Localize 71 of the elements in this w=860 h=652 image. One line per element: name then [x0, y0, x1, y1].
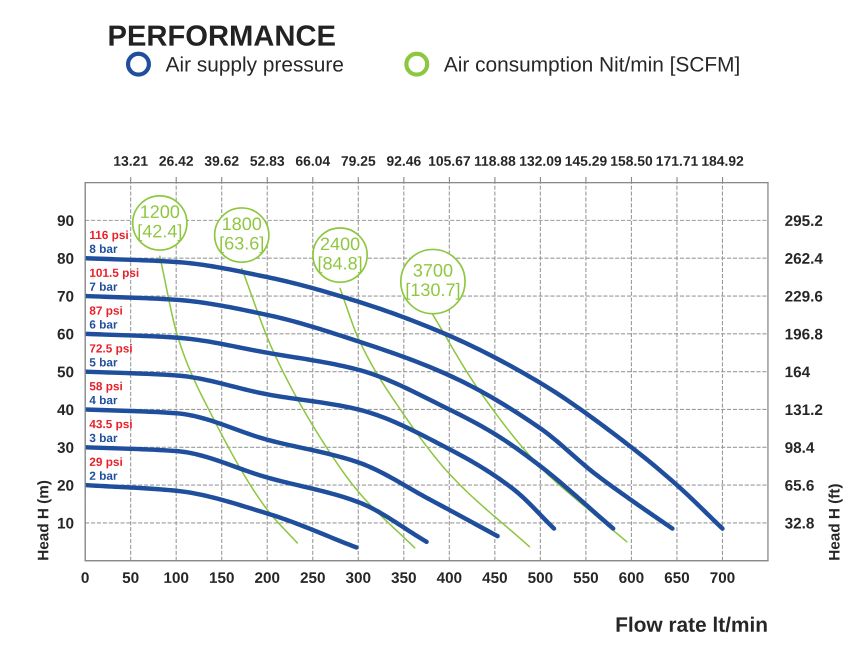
- x-tick-label: 600: [619, 572, 644, 584]
- annotation: 116 psi: [90, 230, 128, 242]
- y-axis-title: Head H (m): [37, 480, 52, 560]
- x-tick-label: 300: [346, 572, 370, 584]
- legend-label: Air consumption Nit/min [SCFM]: [444, 56, 739, 76]
- y-tick-label: 30: [57, 442, 74, 453]
- x2-tick-label: 171.71: [656, 156, 698, 166]
- annotation: 1200 [42.4]: [138, 205, 182, 242]
- y-tick-label: 70: [58, 290, 74, 302]
- x-tick-label: 0: [81, 572, 89, 584]
- x-tick-label: 250: [300, 572, 325, 584]
- annotation: 7 bar: [90, 282, 118, 291]
- chart-title: PERFORMANCE: [109, 25, 335, 46]
- x2-tick-label: 79.25: [342, 156, 376, 166]
- y2-tick-label: 131.2: [786, 404, 822, 416]
- y2-tick-label: 65.6: [785, 480, 814, 491]
- x2-tick-label: 66.04: [296, 156, 330, 166]
- x-tick-label: 700: [710, 572, 735, 584]
- annotation: 2400 [84.8]: [318, 237, 362, 274]
- x-tick-label: 50: [122, 572, 139, 584]
- y-tick-label: 10: [58, 518, 74, 529]
- x2-tick-label: 184.92: [702, 156, 744, 166]
- annotation: 29 psi: [90, 457, 122, 468]
- x2-tick-label: 145.29: [566, 156, 607, 166]
- x-tick-label: 200: [255, 572, 280, 584]
- y2-tick-label: 295.2: [785, 215, 822, 226]
- annotation: 3700 [130.7]: [406, 264, 460, 300]
- annotation: 101.5 psi: [90, 268, 138, 280]
- annotation: 8 bar: [90, 244, 118, 254]
- annotation: 3 bar: [90, 433, 118, 442]
- annotation: 1800 [63.6]: [220, 217, 264, 254]
- y-tick-label: 90: [58, 215, 74, 226]
- x2-tick-label: 39.62: [204, 156, 239, 166]
- annotation: 58 psi: [90, 382, 122, 393]
- annotation: 5 bar: [90, 358, 118, 366]
- x-tick-label: 400: [436, 572, 462, 584]
- x-tick-label: 650: [664, 572, 690, 584]
- y2-tick-label: 164: [786, 366, 810, 378]
- annotation: 87 psi: [90, 306, 122, 318]
- y2-tick-label: 32.8: [785, 518, 814, 529]
- x2-tick-label: 118.88: [474, 156, 516, 166]
- x2-tick-label: 158.50: [611, 156, 652, 166]
- y-tick-label: 60: [58, 328, 74, 340]
- y-tick-label: 50: [58, 366, 74, 378]
- x-tick-label: 550: [574, 572, 598, 584]
- x-tick-label: 450: [482, 572, 507, 584]
- y2-tick-label: 229.6: [785, 290, 822, 302]
- x2-tick-label: 13.21: [114, 156, 148, 166]
- annotation: 72.5 psi: [90, 344, 132, 355]
- x2-tick-label: 26.42: [159, 156, 194, 166]
- y2-axis-title: Head H (ft): [828, 484, 843, 560]
- annotation: 6 bar: [90, 320, 118, 329]
- annotation: 2 bar: [90, 471, 118, 480]
- x2-tick-label: 105.67: [429, 156, 470, 166]
- y-tick-label: 20: [58, 480, 74, 491]
- y2-tick-label: 262.4: [785, 253, 823, 264]
- annotation: 43.5 psi: [89, 420, 132, 431]
- x-tick-label: 100: [164, 572, 188, 584]
- x-axis-title: Flow rate lt/min: [616, 616, 767, 632]
- x2-tick-label: 52.83: [250, 156, 284, 166]
- x2-tick-label: 92.46: [386, 156, 421, 166]
- y-tick-label: 40: [57, 404, 74, 416]
- x-tick-label: 500: [528, 572, 552, 584]
- legend-label: Air supply pressure: [166, 56, 343, 76]
- y-tick-label: 80: [58, 253, 74, 264]
- annotation: 4 bar: [89, 396, 118, 404]
- x-tick-label: 350: [391, 572, 416, 584]
- x-tick-label: 150: [210, 572, 234, 584]
- y2-tick-label: 196.8: [786, 328, 822, 340]
- y2-tick-label: 98.4: [785, 442, 814, 453]
- x2-tick-label: 132.09: [520, 156, 562, 166]
